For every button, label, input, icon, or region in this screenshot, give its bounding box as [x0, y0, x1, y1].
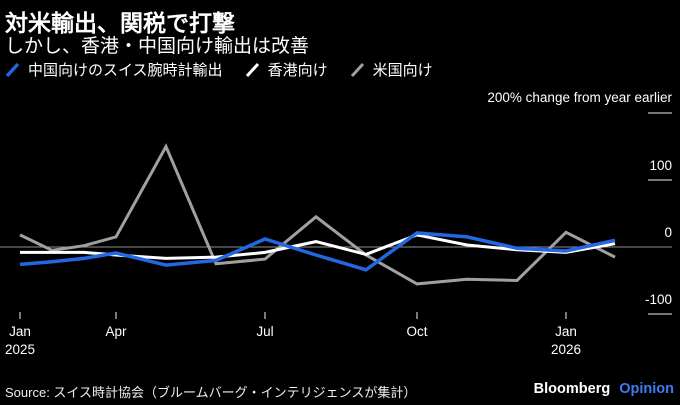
y-tick-label: 0	[664, 225, 672, 240]
y-axis-note: 200% change from year earlier	[487, 90, 672, 105]
bloomberg-opinion-logo: Bloomberg Opinion	[534, 381, 674, 397]
legend-item-hongkong: 香港向け	[245, 59, 328, 80]
y-tick-label: -100	[644, 292, 672, 307]
legend: 中国向けのスイス腕時計輸出 香港向け 米国向け	[5, 59, 433, 80]
chart-title: 対米輸出、関税で打撃	[5, 10, 235, 36]
legend-slash-icon	[245, 62, 259, 77]
source-note: Source: スイス時計協会（ブルームバーグ・インテリジェンスが集計）	[5, 385, 417, 400]
legend-label: 香港向け	[267, 62, 328, 79]
legend-slash-icon	[5, 62, 20, 77]
series-line-china	[19, 231, 616, 272]
x-tick-label: Jan 2026	[550, 324, 582, 357]
chart-subtitle: しかし、香港・中国向け輸出は改善	[5, 36, 310, 57]
y-tick-label: 100	[649, 158, 672, 173]
legend-item-china: 中国向けのスイス腕時計輸出	[5, 59, 223, 80]
x-tick-label: Jul	[256, 324, 274, 339]
x-tick-label: Apr	[105, 324, 127, 339]
legend-slash-icon	[350, 62, 364, 77]
logo-brand: Bloomberg	[533, 381, 611, 397]
logo-product: Opinion	[619, 381, 674, 397]
legend-label: 米国向け	[372, 62, 433, 79]
legend-label: 中国向けのスイス腕時計輸出	[28, 62, 223, 79]
series-line-us	[19, 143, 616, 286]
legend-item-us: 米国向け	[350, 59, 433, 80]
x-tick-label: Jan 2025	[4, 324, 36, 357]
x-tick-label: Oct	[406, 324, 428, 339]
